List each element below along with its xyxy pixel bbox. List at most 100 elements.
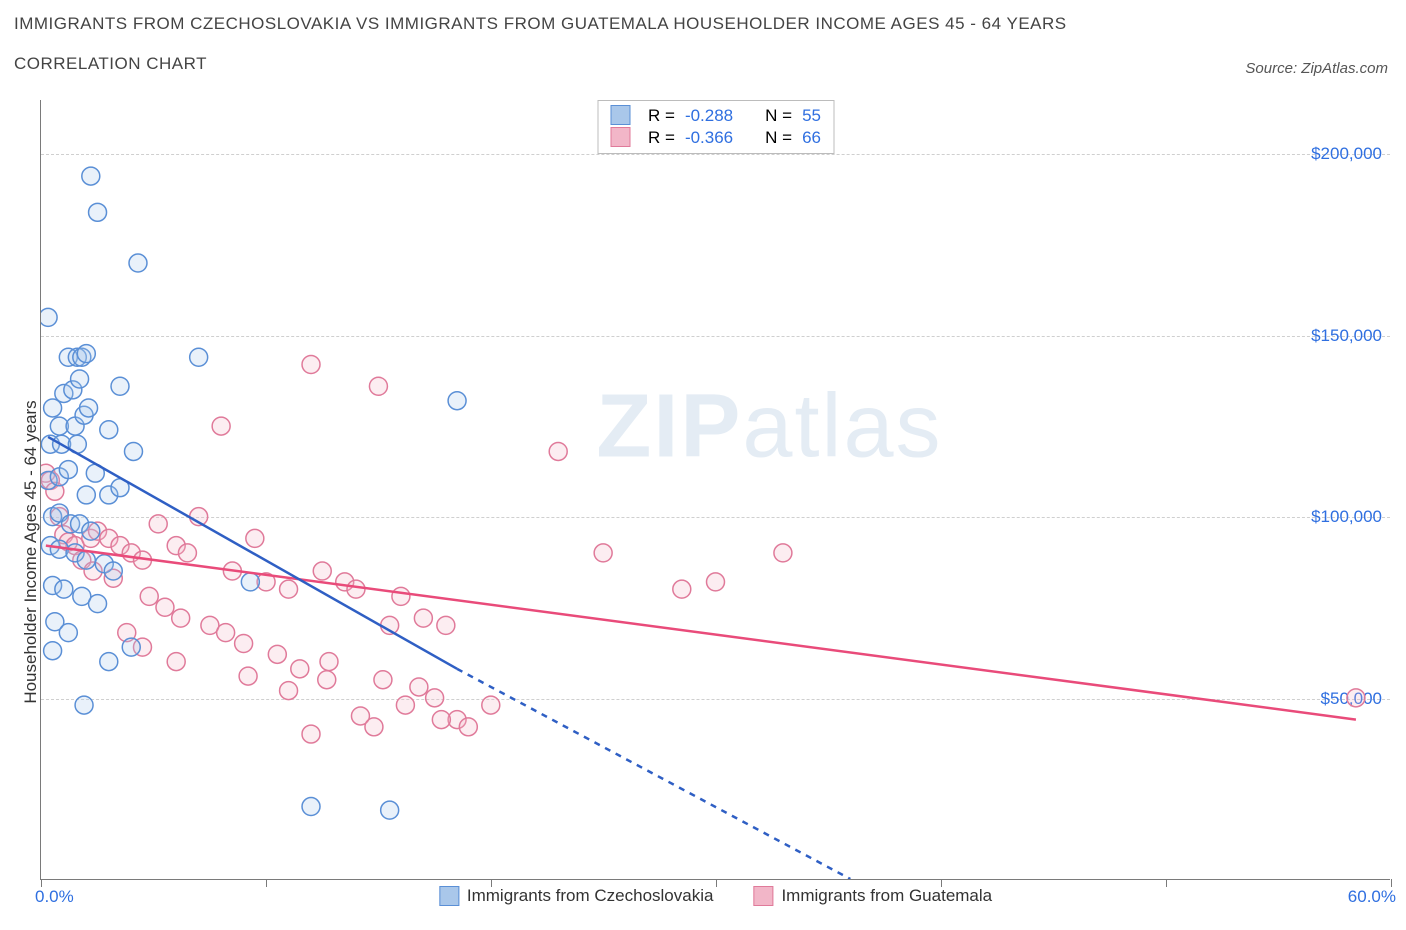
data-point xyxy=(549,442,567,460)
data-point xyxy=(448,392,466,410)
r-value-b: -0.366 xyxy=(685,128,733,148)
data-point xyxy=(111,377,129,395)
data-point xyxy=(707,573,725,591)
data-point xyxy=(89,203,107,221)
data-point xyxy=(280,682,298,700)
legend-label-a: Immigrants from Czechoslovakia xyxy=(467,886,714,905)
data-point xyxy=(41,308,57,326)
data-point xyxy=(156,598,174,616)
data-point xyxy=(77,551,95,569)
data-point xyxy=(302,356,320,374)
data-point xyxy=(459,718,477,736)
y-axis-label: Householder Income Ages 45 - 64 years xyxy=(21,400,41,703)
data-point xyxy=(172,609,190,627)
legend-swatch-b xyxy=(753,886,773,906)
legend-item-series-a: Immigrants from Czechoslovakia xyxy=(439,886,714,907)
data-point xyxy=(302,725,320,743)
data-point xyxy=(313,562,331,580)
trendline xyxy=(457,669,850,879)
data-point xyxy=(241,573,259,591)
data-point xyxy=(318,671,336,689)
stats-row-series-b: R = -0.366 N = 66 xyxy=(610,127,821,149)
data-point xyxy=(190,348,208,366)
trendline xyxy=(46,546,1356,720)
x-tick xyxy=(41,879,42,887)
data-point xyxy=(246,529,264,547)
n-label-b: N = xyxy=(765,128,792,148)
source-name: ZipAtlas.com xyxy=(1301,60,1388,77)
data-point xyxy=(320,653,338,671)
x-tick xyxy=(1166,879,1167,887)
page-root: IMMIGRANTS FROM CZECHOSLOVAKIA VS IMMIGR… xyxy=(0,0,1406,930)
data-point xyxy=(291,660,309,678)
data-point xyxy=(268,645,286,663)
data-point xyxy=(104,562,122,580)
stats-row-series-a: R = -0.288 N = 55 xyxy=(610,105,821,127)
data-point xyxy=(410,678,428,696)
data-point xyxy=(280,580,298,598)
data-point xyxy=(239,667,257,685)
data-point xyxy=(71,370,89,388)
x-tick xyxy=(941,879,942,887)
data-point xyxy=(235,634,253,652)
n-label-a: N = xyxy=(765,106,792,126)
n-value-b: 66 xyxy=(802,128,821,148)
chart-title-line1: IMMIGRANTS FROM CZECHOSLOVAKIA VS IMMIGR… xyxy=(14,14,1067,34)
x-axis-min-label: 0.0% xyxy=(35,887,74,907)
data-point xyxy=(77,486,95,504)
r-label-a: R = xyxy=(648,106,675,126)
data-point xyxy=(55,580,73,598)
data-point xyxy=(392,587,410,605)
data-point xyxy=(1347,689,1365,707)
data-point xyxy=(365,718,383,736)
data-point xyxy=(59,461,77,479)
data-point xyxy=(432,711,450,729)
data-point xyxy=(774,544,792,562)
source-label: Source: xyxy=(1245,60,1297,77)
n-value-a: 55 xyxy=(802,106,821,126)
data-point xyxy=(75,696,93,714)
data-point xyxy=(59,624,77,642)
r-label-b: R = xyxy=(648,128,675,148)
data-point xyxy=(129,254,147,272)
data-point xyxy=(396,696,414,714)
data-point xyxy=(374,671,392,689)
data-point xyxy=(140,587,158,605)
legend-swatch-a xyxy=(439,886,459,906)
swatch-series-a xyxy=(610,105,630,125)
data-point xyxy=(347,580,365,598)
stats-legend-box: R = -0.288 N = 55 R = -0.366 N = 66 xyxy=(597,100,834,154)
data-point xyxy=(437,616,455,634)
x-tick xyxy=(1391,879,1392,887)
x-tick xyxy=(716,879,717,887)
data-point xyxy=(100,421,118,439)
data-point xyxy=(149,515,167,533)
data-point xyxy=(82,167,100,185)
data-point xyxy=(44,642,62,660)
data-point xyxy=(122,638,140,656)
data-point xyxy=(369,377,387,395)
data-point xyxy=(125,442,143,460)
data-point xyxy=(426,689,444,707)
legend-item-series-b: Immigrants from Guatemala xyxy=(753,886,992,907)
data-point xyxy=(89,595,107,613)
r-value-a: -0.288 xyxy=(685,106,733,126)
data-point xyxy=(178,544,196,562)
data-point xyxy=(80,399,98,417)
data-point xyxy=(381,801,399,819)
data-point xyxy=(212,417,230,435)
data-point xyxy=(77,345,95,363)
series-legend: Immigrants from Czechoslovakia Immigrant… xyxy=(439,886,992,907)
source-attribution: Source: ZipAtlas.com xyxy=(1245,60,1388,77)
legend-label-b: Immigrants from Guatemala xyxy=(781,886,992,905)
chart-area: Householder Income Ages 45 - 64 years ZI… xyxy=(40,100,1390,880)
x-tick xyxy=(266,879,267,887)
data-point xyxy=(673,580,691,598)
data-point xyxy=(594,544,612,562)
chart-title-line2: CORRELATION CHART xyxy=(14,54,207,74)
x-axis-max-label: 60.0% xyxy=(1348,887,1396,907)
data-point xyxy=(100,653,118,671)
data-point xyxy=(167,653,185,671)
scatter-plot-svg xyxy=(41,100,1390,879)
data-point xyxy=(414,609,432,627)
